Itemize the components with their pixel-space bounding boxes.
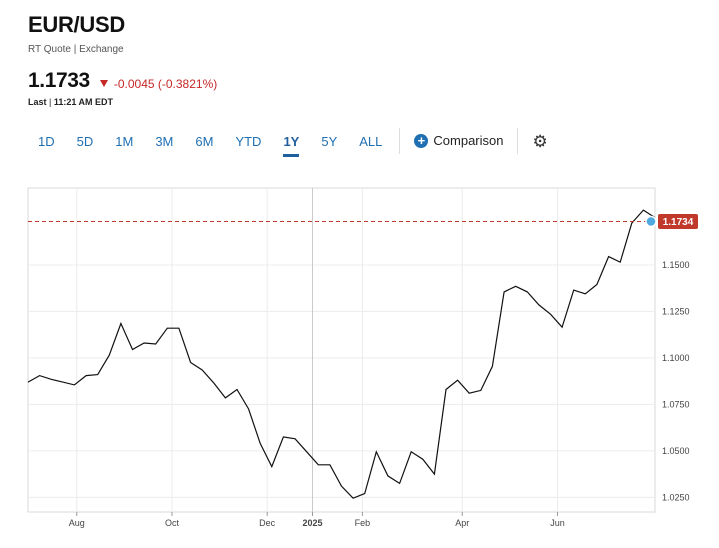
range-tabs: 1D 5D 1M 3M 6M YTD 1Y 5Y ALL + Compariso… [28,128,556,158]
tab-6m[interactable]: 6M [195,134,214,149]
y-axis-labels: 1.1500 1.1250 1.1000 1.0750 1.0500 1.0250 [662,260,690,502]
x-tick-label: Oct [165,518,180,528]
last-price-badge: 1.1734 [658,213,698,229]
comparison-label: Comparison [433,133,504,148]
y-tick-label: 1.0750 [662,399,690,409]
tab-5d[interactable]: 5D [76,134,94,149]
x-axis-labels: Aug Oct Dec 2025 Feb Apr Jun [69,518,565,528]
tab-separator [517,128,519,154]
tab-all[interactable]: ALL [359,134,383,149]
y-tick-label: 1.1000 [662,353,690,363]
triangle-down-icon [99,80,108,87]
plus-circle-icon: + [414,133,429,148]
page-title: EUR/USD [28,12,125,37]
last-price-badge-bg [658,213,698,229]
comparison-button[interactable]: + Comparison [406,128,511,153]
last-updated: Last | 11:21 AM EDT [28,97,114,107]
last-time: 11:21 AM EDT [53,97,114,107]
last-price-badge-text: 1.1734 [663,217,694,228]
tab-3m[interactable]: 3M [155,134,174,149]
chart-grid [27,187,656,516]
gear-icon[interactable]: ⚙ [532,132,548,151]
y-tick-label: 1.0250 [662,492,690,502]
tab-5y[interactable]: 5Y [321,134,338,149]
y-tick-label: 1.1500 [662,260,690,270]
x-tick-label: Feb [355,518,371,528]
last-label: Last [28,97,47,107]
last-price-marker [645,215,657,228]
x-tick-label: 2025 [302,518,322,528]
current-price: 1.1733 [28,69,90,92]
x-tick-label: Dec [259,518,276,528]
x-tick-label: Apr [455,518,469,528]
price-row: 1.1733 -0.0045 (-0.3821%) [28,69,217,93]
tab-1d[interactable]: 1D [38,134,55,149]
price-change-text: -0.0045 (-0.3821%) [113,76,218,91]
y-tick-label: 1.0500 [662,446,690,456]
plot-border [27,187,656,513]
quote-source: RT Quote | Exchange [28,44,124,55]
tab-1m[interactable]: 1M [115,134,134,149]
price-series-line [27,209,656,499]
x-tick-label: Aug [69,518,85,528]
y-tick-label: 1.1250 [662,306,690,316]
tab-separator [399,128,401,154]
tab-1y[interactable]: 1Y [283,128,300,157]
x-tick-label: Jun [550,518,565,528]
tab-ytd[interactable]: YTD [235,134,262,149]
price-change: -0.0045 (-0.3821%) [99,76,218,91]
